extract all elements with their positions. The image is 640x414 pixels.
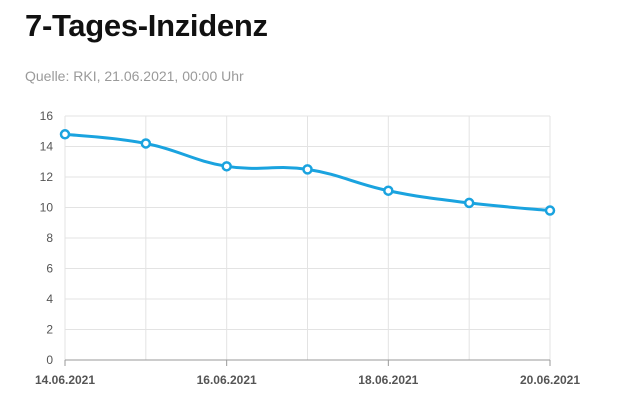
y-tick-label-12: 12 xyxy=(40,170,54,184)
y-tick-label-16: 16 xyxy=(40,109,54,123)
y-tick-label-0: 0 xyxy=(46,353,53,367)
y-tick-label-8: 8 xyxy=(46,231,53,245)
data-series xyxy=(59,129,556,216)
x-tick-label-0: 14.06.2021 xyxy=(35,373,95,387)
x-axis: 14.06.2021 16.06.2021 18.06.2021 20.06.2021 xyxy=(35,359,580,387)
data-point-6 xyxy=(544,205,556,216)
y-tick-label-14: 14 xyxy=(40,140,54,154)
y-tick-label-4: 4 xyxy=(46,292,53,306)
data-point-1 xyxy=(140,138,152,149)
data-point-2 xyxy=(221,161,232,172)
x-tick-label-4: 18.06.2021 xyxy=(358,373,418,387)
data-point-3 xyxy=(302,164,313,175)
chart-title: 7-Tages-Inzidenz xyxy=(25,8,268,43)
y-tick-label-2: 2 xyxy=(46,323,53,337)
y-axis-labels: 0 2 4 6 8 10 12 14 16 xyxy=(40,109,54,367)
chart-source: Quelle: RKI, 21.06.2021, 00:00 Uhr xyxy=(25,68,244,84)
x-tick-label-2: 16.06.2021 xyxy=(197,373,257,387)
data-point-0 xyxy=(59,129,71,140)
y-tick-label-10: 10 xyxy=(40,201,54,215)
grid-lines xyxy=(64,115,551,360)
y-tick-label-6: 6 xyxy=(46,262,53,276)
data-point-5 xyxy=(463,197,475,209)
data-point-4 xyxy=(383,185,394,196)
x-tick-label-6: 20.06.2021 xyxy=(520,373,580,387)
